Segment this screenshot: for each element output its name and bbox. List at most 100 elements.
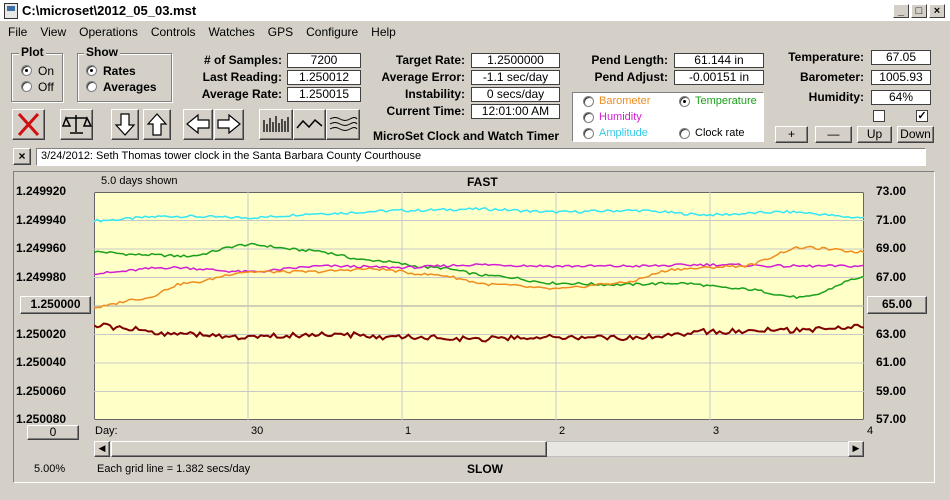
menu-view[interactable]: View — [40, 25, 67, 39]
temperature-label: Temperature: — [788, 50, 864, 64]
bar-chart-button[interactable] — [259, 109, 293, 140]
slow-label: SLOW — [467, 462, 503, 476]
arrow-up-icon — [146, 113, 168, 136]
barometer-radio[interactable] — [583, 96, 594, 107]
checkbox-left[interactable] — [873, 110, 885, 122]
y-right-tick-label: 61.00 — [876, 355, 907, 369]
target-rate-field[interactable]: 1.2500000 — [471, 53, 560, 68]
show-rates-label[interactable]: Rates — [103, 64, 136, 78]
sensor-select-box — [572, 92, 764, 142]
scale-percent-label: 5.00% — [34, 463, 66, 475]
plot-off-label[interactable]: Off — [38, 80, 54, 94]
rate-series-line — [94, 322, 864, 343]
average-rate-field[interactable]: 1.250015 — [287, 87, 361, 102]
menu-operations[interactable]: Operations — [79, 25, 138, 39]
line-chart-button[interactable] — [293, 109, 326, 140]
plot-on-radio[interactable] — [21, 65, 32, 76]
show-averages-label[interactable]: Averages — [103, 80, 157, 94]
temperature-series-line — [94, 242, 864, 300]
last-reading-field[interactable]: 1.250012 — [287, 70, 361, 85]
x-tick-label: 2 — [559, 425, 566, 437]
clear-note-button[interactable]: × — [13, 148, 31, 165]
y-left-tick-label: 1.250060 — [16, 383, 67, 398]
minus-button[interactable]: — — [815, 126, 852, 143]
samples-field[interactable]: 7200 — [287, 53, 361, 68]
humidity-radio[interactable] — [583, 112, 594, 123]
temperature-radio[interactable] — [679, 96, 690, 107]
menu-bar: File View Operations Controls Watches GPS Conf… — [0, 22, 950, 42]
show-averages-radio[interactable] — [86, 81, 97, 92]
checkbox-right[interactable]: ✓ — [916, 110, 928, 122]
close-button[interactable]: × — [929, 4, 945, 18]
clock-rate-option[interactable]: Clock rate — [695, 127, 745, 139]
y-left-tick-label: 1.250040 — [16, 355, 67, 369]
up-button[interactable]: Up — [857, 126, 892, 143]
multi-wave-button[interactable] — [326, 109, 360, 140]
left-arrow-button[interactable] — [183, 109, 213, 140]
average-error-field[interactable]: -1.1 sec/day — [471, 70, 560, 85]
show-rates-radio[interactable] — [86, 65, 97, 76]
temperature-field[interactable]: 67.05 — [871, 50, 931, 65]
instability-field[interactable]: 0 secs/day — [471, 87, 560, 102]
barometer-series-line — [94, 245, 864, 309]
y-left-tick-label: 1.249980 — [16, 269, 67, 284]
scroll-left-button[interactable]: ◀ — [94, 441, 110, 457]
temp-center-button[interactable]: 65.00 — [867, 296, 927, 314]
barometer-option[interactable]: Barometer — [599, 95, 651, 107]
y-right-tick-label: 73.00 — [876, 184, 907, 198]
instability-label: Instability: — [404, 87, 465, 101]
pend-length-field[interactable]: 61.144 in — [674, 53, 764, 68]
arrow-down-icon — [114, 113, 136, 136]
up-arrow-button[interactable] — [143, 109, 171, 140]
down-button[interactable]: Down — [897, 126, 934, 143]
pend-adjust-field[interactable]: -0.00151 in — [674, 70, 764, 85]
current-time-field[interactable]: 12:01:00 AM — [471, 104, 560, 119]
rate-center-button[interactable]: 1.250000 — [20, 296, 91, 314]
window-title: C:\microset\2012_05_03.mst — [22, 3, 197, 18]
grid-lines — [94, 192, 864, 420]
menu-help[interactable]: Help — [371, 25, 396, 39]
scroll-right-button[interactable]: ▶ — [848, 441, 864, 457]
clock-rate-radio[interactable] — [679, 128, 690, 139]
plot-off-radio[interactable] — [21, 81, 32, 92]
plot-on-label[interactable]: On — [38, 64, 55, 78]
amplitude-radio[interactable] — [583, 128, 594, 139]
day-offset-button[interactable]: 0 — [27, 425, 79, 440]
y-left-tick-label: 1.250020 — [16, 326, 67, 341]
y-right-tick-label: 57.00 — [876, 412, 907, 426]
bar-chart-icon — [263, 116, 289, 132]
menu-controls[interactable]: Controls — [150, 25, 196, 39]
menu-gps[interactable]: GPS — [267, 25, 294, 39]
stop-button[interactable] — [12, 109, 45, 140]
show-group — [77, 53, 172, 102]
y-right-tick-label: 67.00 — [876, 269, 907, 284]
humidity-option[interactable]: Humidity — [599, 111, 642, 123]
barometer-field[interactable]: 1005.93 — [871, 70, 931, 85]
right-arrow-button[interactable] — [214, 109, 244, 140]
menu-file[interactable]: File — [8, 25, 28, 39]
title-bar: C:\microset\2012_05_03.mst _ □ × — [0, 0, 950, 22]
balance-scale-icon — [61, 115, 93, 134]
temperature-option[interactable]: Temperature — [695, 95, 757, 107]
barometer-label: Barometer: — [799, 70, 864, 84]
plot-group-title: Plot — [19, 45, 46, 59]
pend-length-label: Pend Length: — [591, 53, 668, 67]
plus-button[interactable]: + — [775, 126, 808, 143]
menu-watches[interactable]: Watches — [208, 25, 255, 39]
scroll-thumb[interactable] — [111, 441, 547, 457]
day-label: Day: — [95, 425, 118, 437]
x-tick-label: 3 — [713, 425, 720, 437]
menu-configure[interactable]: Configure — [306, 25, 359, 39]
amplitude-series-line — [94, 206, 864, 223]
note-field[interactable]: 3/24/2012: Seth Thomas tower clock in th… — [36, 148, 926, 166]
humidity-field[interactable]: 64% — [871, 90, 931, 105]
target-rate-label: Target Rate: — [395, 53, 465, 67]
close-red-x-icon — [17, 112, 40, 137]
app-caption: MicroSet Clock and Watch Timer — [373, 129, 560, 143]
amplitude-option[interactable]: Amplitude — [599, 127, 648, 139]
down-arrow-button[interactable] — [111, 109, 139, 140]
y-left-tick-label: 1.249920 — [16, 184, 67, 198]
balance-button[interactable] — [60, 109, 93, 140]
minimize-button[interactable]: _ — [893, 4, 909, 18]
maximize-button[interactable]: □ — [911, 4, 927, 18]
